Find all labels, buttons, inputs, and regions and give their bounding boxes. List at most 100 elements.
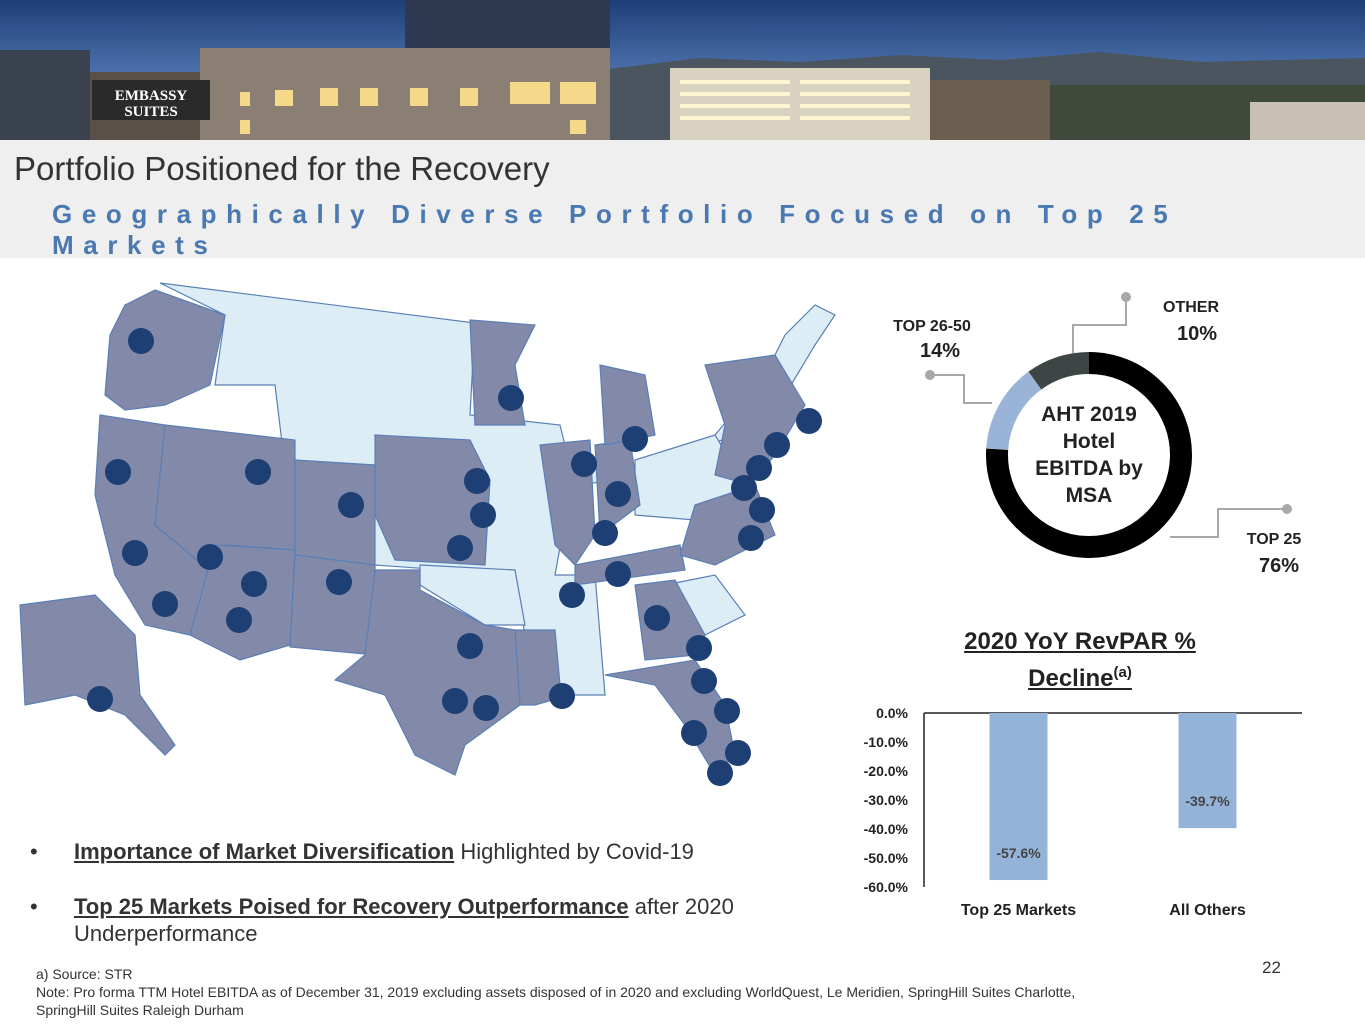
hotel-marker xyxy=(571,451,597,477)
title-bar xyxy=(0,140,1365,258)
donut-slice-top-26-50 xyxy=(986,371,1042,451)
hotel-marker xyxy=(105,459,131,485)
revpar-bar-chart: 0.0% -10.0% -20.0% -30.0% -40.0% -50.0% -60.0%… xyxy=(840,695,1340,935)
bar-chart-title-footnote-mark: (a) xyxy=(1113,664,1132,681)
portfolio-state-alaska xyxy=(19,594,176,756)
bullet-item-recovery: • Top 25 Markets Poised for Recovery Out… xyxy=(30,893,830,947)
y-tick-label: -30.0% xyxy=(864,792,909,808)
us-portfolio-map xyxy=(15,275,855,800)
donut-leader-lines xyxy=(930,297,1287,538)
leader-dot-top26-50 xyxy=(925,370,935,380)
hotel-marker xyxy=(691,668,717,694)
hotel-banner-photo: EMBASSY SUITES xyxy=(0,0,1365,140)
donut-slice-other xyxy=(1028,352,1090,390)
portfolio-state-michigan xyxy=(599,364,656,446)
bullet-bold-recovery: Top 25 Markets Poised for Recovery Outpe… xyxy=(74,894,629,919)
leader-line-top26-50 xyxy=(930,374,992,404)
hotel-marker xyxy=(470,502,496,528)
slice-value-other: 10% xyxy=(1177,323,1217,345)
footnote-note: Note: Pro forma TTM Hotel EBITDA as of D… xyxy=(36,984,1076,1018)
hotel-marker xyxy=(686,635,712,661)
leader-dot-top25 xyxy=(1282,504,1292,514)
y-tick-label: -50.0% xyxy=(864,850,909,866)
bar-top-25-markets xyxy=(989,713,1048,881)
donut-center-line4: MSA xyxy=(1066,484,1113,507)
bar-chart-title: 2020 YoY RevPAR % Decline(a) xyxy=(940,626,1220,694)
x-category-label: Top 25 Markets xyxy=(961,902,1076,919)
bullet-dot-icon: • xyxy=(30,839,38,864)
y-tick-label: -10.0% xyxy=(864,734,909,750)
key-points-list: • Importance of Market Diversification H… xyxy=(30,838,830,967)
hotel-marker xyxy=(738,525,764,551)
y-tick-label: -40.0% xyxy=(864,821,909,837)
hotel-marker xyxy=(442,688,468,714)
page-number: 22 xyxy=(1262,958,1281,977)
hotel-marker xyxy=(731,475,757,501)
hotel-marker xyxy=(226,607,252,633)
hotel-marker xyxy=(447,535,473,561)
y-tick-label: -20.0% xyxy=(864,763,909,779)
hotel-marker xyxy=(549,683,575,709)
hotel-marker xyxy=(473,695,499,721)
hotel-marker xyxy=(559,582,585,608)
hotel-marker xyxy=(714,698,740,724)
y-tick-label: -60.0% xyxy=(864,879,909,895)
leader-line-other xyxy=(1072,297,1127,353)
banner-sign-line2: SUITES xyxy=(124,104,177,120)
hotel-marker xyxy=(746,455,772,481)
hotel-marker xyxy=(707,760,733,786)
x-category-label: All Others xyxy=(1169,902,1246,919)
portfolio-state-arizona xyxy=(189,544,296,661)
bar-value-label: -39.7% xyxy=(1185,793,1230,809)
hotel-marker xyxy=(457,633,483,659)
donut-center-line2: Hotel xyxy=(1063,430,1116,453)
hotel-marker xyxy=(498,385,524,411)
bar-chart-title-text: 2020 YoY RevPAR % Decline xyxy=(964,628,1196,692)
hotel-marker xyxy=(681,720,707,746)
hotel-marker xyxy=(338,492,364,518)
hotel-marker xyxy=(245,459,271,485)
donut-center-line3: EBITDA by xyxy=(1035,457,1143,480)
page-subtitle: Geographically Diverse Portfolio Focused… xyxy=(52,199,1178,260)
hotel-marker xyxy=(241,571,267,597)
hotel-marker xyxy=(197,544,223,570)
page-title: Portfolio Positioned for the Recovery xyxy=(14,150,550,187)
hotel-marker xyxy=(605,561,631,587)
ebitda-donut-chart: OTHER 10% TOP 26-50 14% TOP 25 76% AHT 2… xyxy=(860,285,1360,605)
hotel-marker xyxy=(464,468,490,494)
donut-center-line1: AHT 2019 xyxy=(1041,403,1137,426)
portfolio-state-ne-ks xyxy=(374,434,491,566)
leader-dot-other xyxy=(1121,292,1131,302)
slice-value-top26-50: 14% xyxy=(920,340,960,362)
hotel-marker xyxy=(326,569,352,595)
portfolio-state-minnesota xyxy=(469,319,536,426)
hotel-marker xyxy=(605,481,631,507)
hotel-marker xyxy=(122,540,148,566)
bar-value-label: -57.6% xyxy=(996,845,1041,861)
donut-slice-top-25 xyxy=(986,352,1192,558)
portfolio-state-tennessee xyxy=(574,544,686,586)
hotel-marker xyxy=(152,591,178,617)
footnote: a) Source: STR Note: Pro forma TTM Hotel… xyxy=(36,965,1136,1019)
footnote-source: a) Source: STR xyxy=(36,966,133,982)
hotel-marker xyxy=(749,497,775,523)
banner-sign-line1: EMBASSY xyxy=(115,88,188,104)
hotel-marker xyxy=(592,520,618,546)
bullet-dot-icon: • xyxy=(30,894,38,919)
leader-line-top25 xyxy=(1170,508,1287,538)
portfolio-state-wa-or xyxy=(104,289,226,411)
bullet-text-recovery: after 2020 Underperformance xyxy=(74,894,734,946)
bullet-item-diversification: • Importance of Market Diversification H… xyxy=(30,838,830,865)
slice-name-top25: TOP 25 xyxy=(1247,531,1302,548)
slice-name-top26-50: TOP 26-50 xyxy=(893,318,971,335)
hotel-marker xyxy=(622,426,648,452)
hotel-marker xyxy=(87,686,113,712)
hotel-marker xyxy=(725,740,751,766)
y-tick-label: 0.0% xyxy=(876,705,908,721)
portfolio-state-texas xyxy=(333,569,521,776)
bullet-text-diversification: Highlighted by Covid-19 xyxy=(454,839,694,864)
hotel-marker xyxy=(644,605,670,631)
slice-value-top25: 76% xyxy=(1259,555,1299,577)
bar-all-others xyxy=(1178,713,1237,829)
portfolio-state-new-mexico xyxy=(289,554,376,656)
